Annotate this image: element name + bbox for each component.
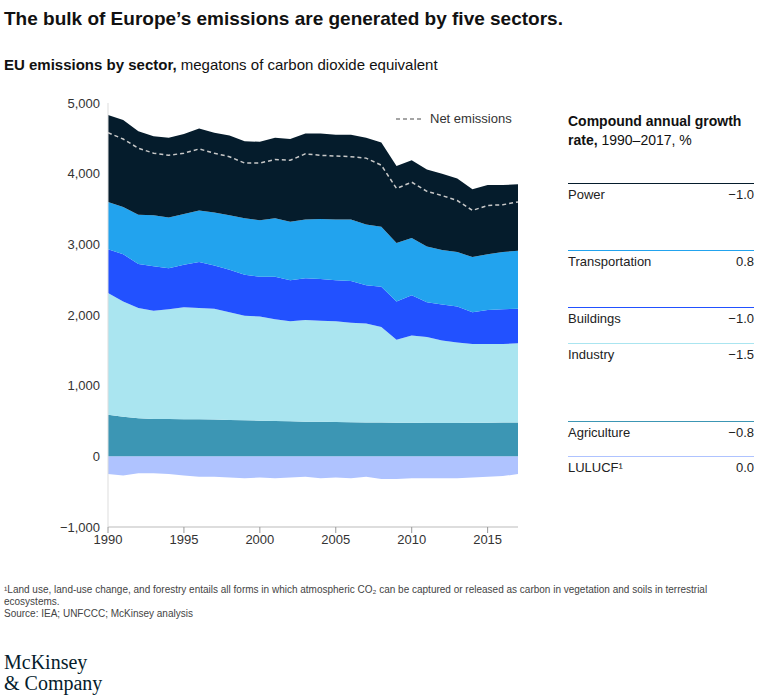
html-text:−1.5: −1.5 bbox=[728, 347, 754, 362]
html-text:−1.0: −1.0 bbox=[728, 311, 754, 326]
svg-text:5,000: 5,000 bbox=[67, 96, 100, 111]
html-text:0.0: 0.0 bbox=[735, 460, 754, 475]
svg-text:2015: 2015 bbox=[473, 532, 502, 547]
html-text:Net emissions: Net emissions bbox=[430, 111, 512, 126]
html-text:Source: IEA; UNFCCC; McKinsey: Source: IEA; UNFCCC; McKinsey analysis bbox=[4, 608, 193, 619]
html-text:−1.0: −1.0 bbox=[728, 187, 754, 202]
html-text:EU emissions by sector, megato: EU emissions by sector, megatons of carb… bbox=[4, 56, 438, 73]
svg-text:2010: 2010 bbox=[397, 532, 426, 547]
svg-text:1990: 1990 bbox=[93, 532, 123, 548]
html-text:Transportation: Transportation bbox=[568, 254, 652, 269]
svg-text:3,000: 3,000 bbox=[67, 237, 100, 252]
html-text:0.8: 0.8 bbox=[735, 254, 754, 269]
svg-text:2000: 2000 bbox=[245, 532, 274, 547]
svg-text:0: 0 bbox=[93, 449, 100, 464]
html-text:Compound annual growth rate, 1: Compound annual growth rate, 1990–2017, … bbox=[568, 113, 742, 148]
html-text:Industry: Industry bbox=[568, 347, 615, 362]
html-text:The bulk of Europe’s emissions: The bulk of Europe’s emissions are gener… bbox=[4, 8, 563, 29]
html-text:LULUCF¹: LULUCF¹ bbox=[568, 460, 623, 475]
html-text:& Company: & Company bbox=[4, 672, 103, 694]
svg-text:1995: 1995 bbox=[169, 532, 198, 547]
svg-text:4,000: 4,000 bbox=[67, 166, 100, 181]
html-text:¹Land use, land-use change, an: ¹Land use, land-use change, and forestry… bbox=[4, 584, 708, 607]
svg-text:−1,000: −1,000 bbox=[60, 520, 100, 535]
html-text:McKinsey: McKinsey bbox=[4, 651, 88, 673]
svg-text:2005: 2005 bbox=[321, 532, 350, 547]
svg-text:1,000: 1,000 bbox=[67, 378, 100, 393]
svg-text:2,000: 2,000 bbox=[67, 308, 100, 323]
html-text:Buildings: Buildings bbox=[568, 311, 621, 326]
html-text:−0.8: −0.8 bbox=[728, 425, 754, 440]
html-text:Power: Power bbox=[568, 187, 605, 202]
html-text:Agriculture: Agriculture bbox=[568, 425, 631, 440]
